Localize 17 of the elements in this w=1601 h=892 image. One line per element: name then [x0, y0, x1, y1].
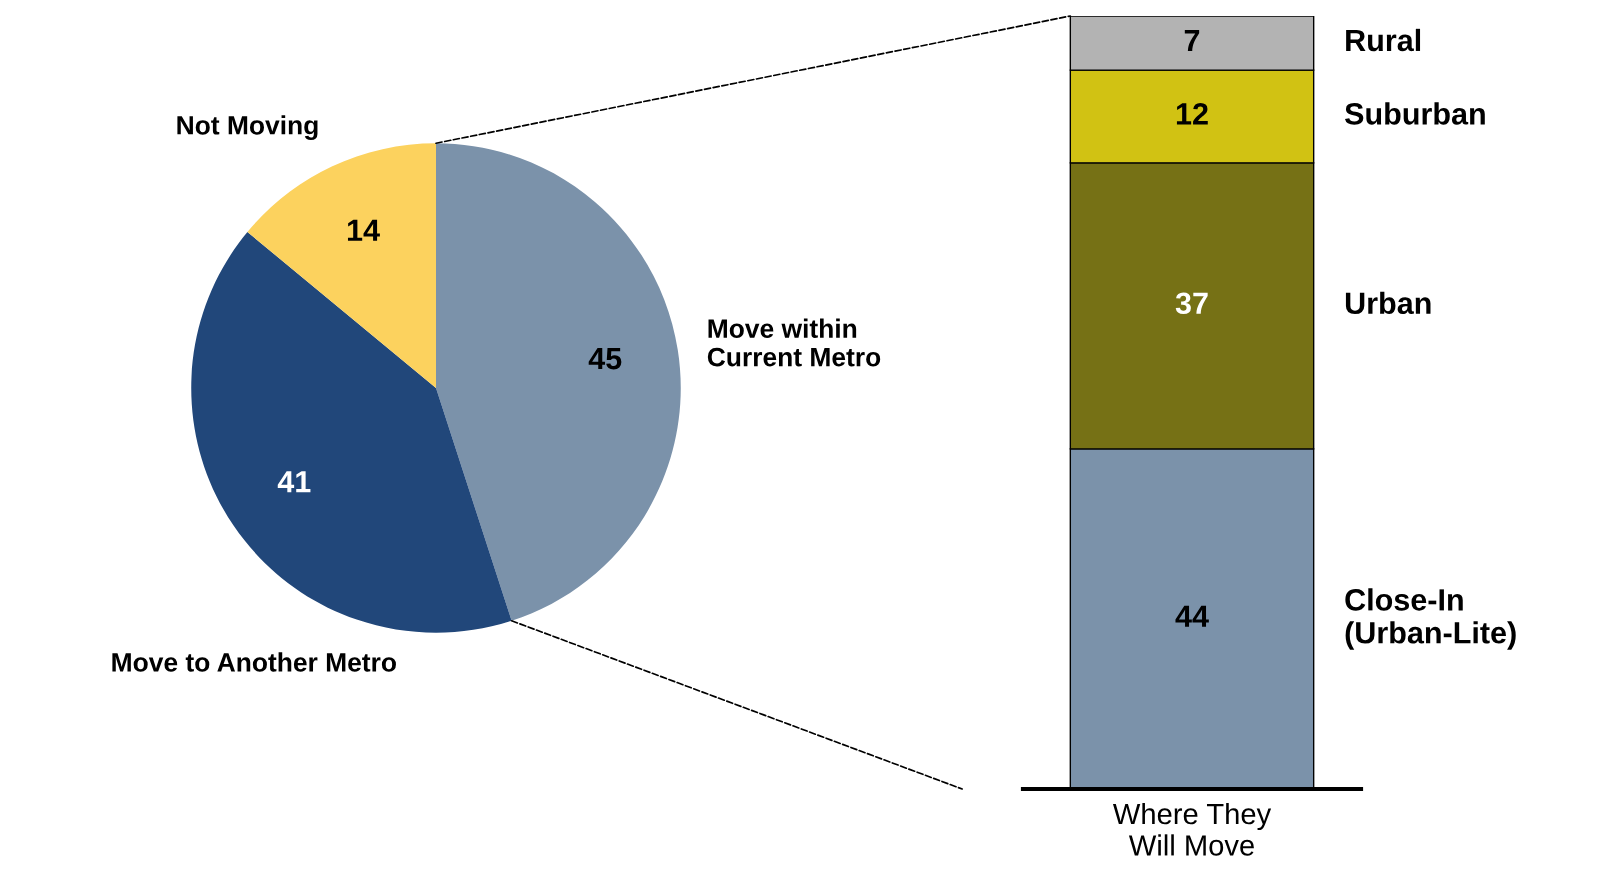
data-label: 41	[277, 471, 311, 493]
slice-label: Move within Current Metro	[707, 318, 881, 367]
slice-label: Not Moving	[177, 115, 318, 140]
data-label: 37	[1175, 292, 1208, 315]
series-label: Suburban	[1344, 102, 1485, 125]
data-label: 12	[1176, 103, 1208, 125]
data-label: 45	[588, 348, 622, 370]
data-label: 14	[347, 219, 380, 241]
x-axis-title: Where They Will Move	[1112, 802, 1272, 856]
slice-label: Move to Another Metro	[112, 652, 396, 672]
series-label: Urban	[1345, 291, 1431, 315]
pie-slice	[436, 143, 681, 621]
series-label: Close-In (Urban-Lite)	[1345, 588, 1516, 650]
data-label: 44	[1175, 605, 1209, 627]
series-label: Rural	[1346, 28, 1421, 52]
data-label: 7	[1184, 29, 1200, 51]
pie-slice	[247, 143, 436, 388]
